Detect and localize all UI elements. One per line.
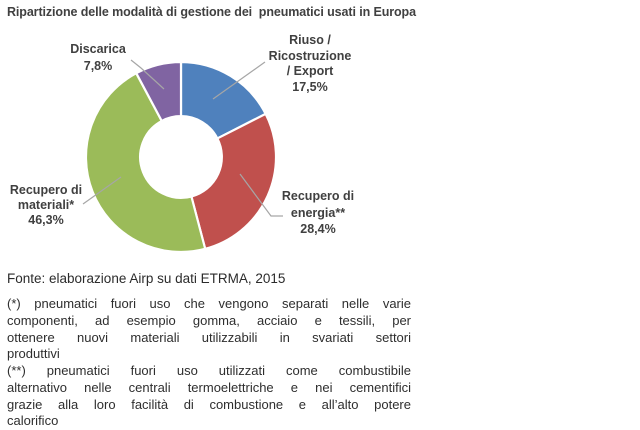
footnote-line: (**) pneumatici fuori uso utilizzati com…: [7, 363, 411, 378]
slice-label-line: energia**: [290, 205, 346, 220]
donut-chart: [82, 59, 283, 254]
slice-label-value: 7,8%: [83, 58, 113, 73]
slice-label-value: 46,3%: [28, 213, 64, 228]
slice-label-line: Ricostruzione: [268, 48, 352, 63]
donut-slice-1: [190, 112, 278, 250]
leader-line-materiali: [82, 176, 122, 205]
footnote-2: (**) pneumatici fuori uso utilizzati com…: [7, 363, 411, 430]
slice-label-discarica: Discarica 7,8%: [53, 41, 143, 74]
footnote-line: grazie alla loro facilità di combustione…: [7, 396, 411, 412]
footnote-line: ottenere nuovi materiali utilizzabili in…: [7, 329, 411, 345]
source-line: Fonte: elaborazione Airp su dati ETRMA, …: [7, 271, 286, 286]
donut-chart-area: Riuso / Ricostruzione / Export 17,5% Dis…: [0, 0, 420, 270]
footnote-1: (*) pneumatici fuori uso che vengono sep…: [7, 296, 411, 363]
slice-label-line: materiali*: [17, 198, 75, 213]
donut-slice-3: [135, 60, 183, 123]
slice-label-line: / Export: [286, 64, 334, 79]
leader-line-riuso: [212, 61, 266, 100]
slice-label-line: Riuso /: [289, 33, 331, 47]
leader-line-discarica: [130, 59, 165, 90]
slice-label-line: Recupero di: [281, 189, 355, 203]
slice-label-value: 28,4%: [300, 222, 336, 236]
page-title: Ripartizione delle modalità di gestione …: [7, 5, 416, 19]
leader-lines: [82, 59, 283, 217]
footnote-line: alternativo nelle centrali termoelettric…: [7, 379, 411, 395]
footnote-line: componenti, ad esempio gomma, acciaio e …: [7, 312, 411, 328]
footnote-line: (*) pneumatici fuori uso che vengono sep…: [7, 296, 411, 311]
footnotes: (*) pneumatici fuori uso che vengono sep…: [7, 296, 411, 430]
slice-label-line: Discarica: [70, 42, 126, 56]
donut-slice-2: [84, 72, 207, 254]
footnote-line: calorifico: [7, 413, 59, 429]
slice-label-value: 17,5%: [292, 80, 328, 95]
slice-label-materiali: Recupero di materiali* 46,3%: [0, 183, 92, 229]
slice-label-energia: Recupero di energia** 28,4%: [256, 188, 380, 238]
donut-slices: [84, 60, 278, 254]
slice-label-line: Recupero di: [9, 183, 83, 197]
slice-label-riuso: Riuso / Ricostruzione / Export 17,5%: [248, 33, 372, 96]
footnote-line: produttivi: [7, 346, 60, 362]
leader-line-energia: [239, 173, 283, 217]
